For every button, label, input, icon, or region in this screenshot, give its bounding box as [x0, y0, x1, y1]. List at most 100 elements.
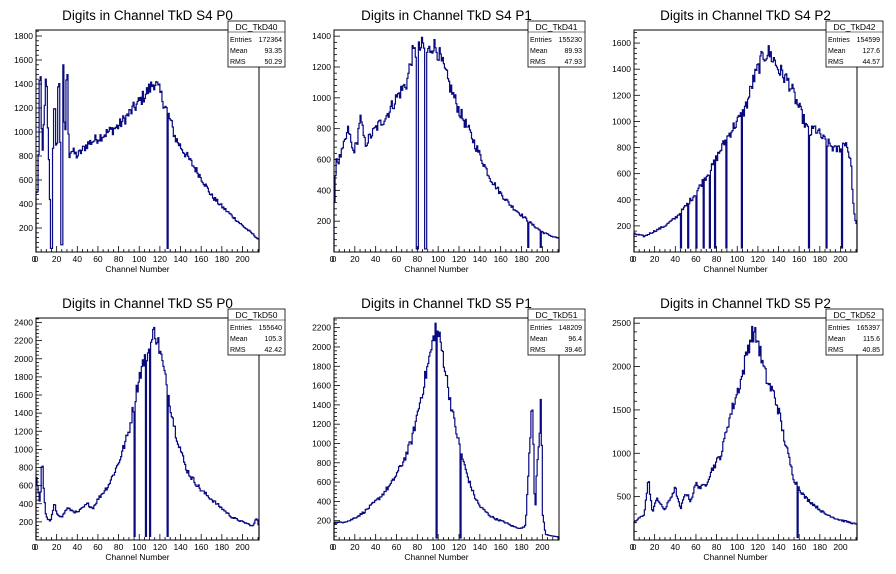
chart-2: Digits in Channel TkD S4 P1 0 20 40 60 80 100 1… [312, 8, 586, 274]
chart-4-xtick-label: 0 [34, 542, 39, 552]
chart-5-stats-box: DC_TkD51 Entries 148209 Mean 96.4 RMS 39.46 [527, 308, 586, 356]
chart-2-ytick-label: 800 [317, 124, 331, 134]
chart-1-stats-key: Entries [230, 37, 252, 44]
chart-4-xtick-label: 180 [215, 542, 229, 552]
chart-3-xtick-label: 0 [632, 254, 637, 264]
chart-3-stats-value: 44.57 [862, 59, 880, 66]
chart-6-ytick-label: 1500 [612, 405, 631, 415]
chart-1-ytick-label: 800 [19, 151, 33, 161]
chart-4-stats-frame [227, 308, 286, 356]
chart-5-ytick-label: 1600 [312, 381, 331, 391]
chart-3-xtick-label: 140 [771, 254, 785, 264]
chart-5-ytick-label: 1400 [312, 400, 331, 410]
chart-4-ytick-label: 1800 [14, 372, 33, 382]
chart-1-xtick-label: 160 [194, 254, 208, 264]
chart-5-ytick-label: 400 [317, 496, 331, 506]
chart-2-ytick-label: 1200 [312, 62, 331, 72]
chart-6-stats-value: 165397 [857, 325, 880, 332]
chart-6-stats-box: DC_TkD52 Entries 165397 Mean 115.6 RMS 40.85 [825, 308, 884, 356]
chart-6-histogram [633, 325, 858, 540]
chart-4-ytick-label: 400 [19, 499, 33, 509]
chart-4-stats-key: Mean [230, 336, 248, 343]
chart-6-ytick-label: 1000 [612, 448, 631, 458]
chart-4-xtick-label: 200 [235, 542, 249, 552]
chart-5-stats-value: 96.4 [568, 336, 582, 343]
chart-6-xtick-label: 180 [813, 542, 827, 552]
chart-5-xtick-label: 100 [431, 542, 445, 552]
chart-2-xtick-label: 160 [494, 254, 508, 264]
chart-2-ytick-label: 400 [317, 185, 331, 195]
chart-6-xtick-label: 80 [712, 542, 722, 552]
chart-4-xtick-label: 20 [52, 542, 62, 552]
chart-4-origin-label: 0 [32, 542, 37, 552]
chart-3-stats-key: Mean [828, 48, 846, 55]
chart-4-ytick-label: 1000 [14, 444, 33, 454]
chart-5-xtick-label: 120 [452, 542, 466, 552]
chart-2-xtick-label: 40 [371, 254, 381, 264]
chart-1-xtick-label: 20 [52, 254, 62, 264]
chart-2-stats-value: 89.93 [564, 48, 582, 55]
chart-6-stats-key: Entries [828, 325, 850, 332]
chart-5-ytick-label: 2000 [312, 342, 331, 352]
chart-6-xtick-label: 0 [632, 542, 637, 552]
chart-4-ytick-label: 2400 [14, 318, 33, 328]
chart-4-stats-box: DC_TkD50 Entries 155640 Mean 105.3 RMS 42.42 [227, 308, 286, 356]
chart-5-stats-key: Mean [530, 336, 548, 343]
chart-3-ytick-label: 1600 [612, 38, 631, 48]
chart-4-histogram [35, 326, 260, 540]
chart-1-title: Digits in Channel TkD S4 P0 [62, 8, 233, 23]
chart-1-xlabel: Channel Number [105, 264, 169, 274]
chart-2-stats-key: Entries [530, 37, 552, 44]
chart-6-xtick-label: 20 [650, 542, 660, 552]
chart-3-histogram [633, 45, 858, 252]
chart-2-stats-name: DC_TkD41 [535, 22, 577, 32]
chart-2-ytick-label: 1000 [312, 93, 331, 103]
chart-5-xtick-label: 60 [392, 542, 402, 552]
chart-6-xtick-label: 120 [751, 542, 765, 552]
chart-2-xtick-label: 140 [473, 254, 487, 264]
chart-4-ytick-label: 800 [19, 463, 33, 473]
chart-4-xtick-label: 120 [153, 542, 167, 552]
chart-3-xtick-label: 100 [730, 254, 744, 264]
chart-3-xtick-label: 80 [712, 254, 722, 264]
chart-1-xtick-label: 0 [34, 254, 39, 264]
chart-3-xtick-label: 200 [833, 254, 847, 264]
chart-1-ytick-label: 1000 [14, 127, 33, 137]
chart-4-xtick-label: 60 [93, 542, 103, 552]
chart-6-xtick-label: 40 [671, 542, 681, 552]
chart-4-ytick-label: 1400 [14, 408, 33, 418]
chart-3-ytick-label: 1200 [612, 90, 631, 100]
chart-4-ytick-label: 2200 [14, 336, 33, 346]
chart-5-ytick-label: 2200 [312, 323, 331, 333]
chart-4-xtick-label: 160 [194, 542, 208, 552]
chart-2-stats-key: Mean [530, 48, 548, 55]
chart-5-ytick-label: 1800 [312, 361, 331, 371]
chart-2-xtick-label: 20 [350, 254, 360, 264]
chart-2-stats-frame [527, 20, 586, 68]
chart-4-ytick-label: 600 [19, 481, 33, 491]
chart-5-xtick-label: 40 [371, 542, 381, 552]
chart-5-xlabel: Channel Number [404, 552, 468, 562]
chart-4-xtick-label: 40 [73, 542, 83, 552]
chart-1-ytick-label: 1200 [14, 103, 33, 113]
chart-1-xtick-label: 180 [215, 254, 229, 264]
chart-3-xtick-label: 160 [792, 254, 806, 264]
chart-1-stats-value: 172364 [259, 37, 282, 44]
chart-5-xtick-label: 200 [535, 542, 549, 552]
chart-3-frame [633, 29, 858, 253]
chart-3-ytick-label: 1400 [612, 64, 631, 74]
chart-1-stats-box: DC_TkD40 Entries 172364 Mean 93.35 RMS 50.29 [227, 20, 286, 68]
chart-2-title: Digits in Channel TkD S4 P1 [361, 8, 532, 23]
chart-6-stats-key: Mean [828, 336, 846, 343]
chart-5-xtick-label: 0 [332, 542, 337, 552]
chart-1-ytick-label: 400 [19, 199, 33, 209]
chart-3-stats-key: Entries [828, 37, 850, 44]
chart-5-origin-label: 0 [330, 542, 335, 552]
chart-4: Digits in Channel TkD S5 P0 0 20 40 60 80 100 1… [14, 296, 286, 562]
chart-3-xlabel: Channel Number [703, 264, 767, 274]
chart-1-ytick-label: 1400 [14, 79, 33, 89]
chart-4-ytick-label: 1200 [14, 426, 33, 436]
chart-3-xtick-label: 20 [650, 254, 660, 264]
chart-4-ytick-label: 200 [19, 517, 33, 527]
chart-5-frame [333, 317, 560, 541]
